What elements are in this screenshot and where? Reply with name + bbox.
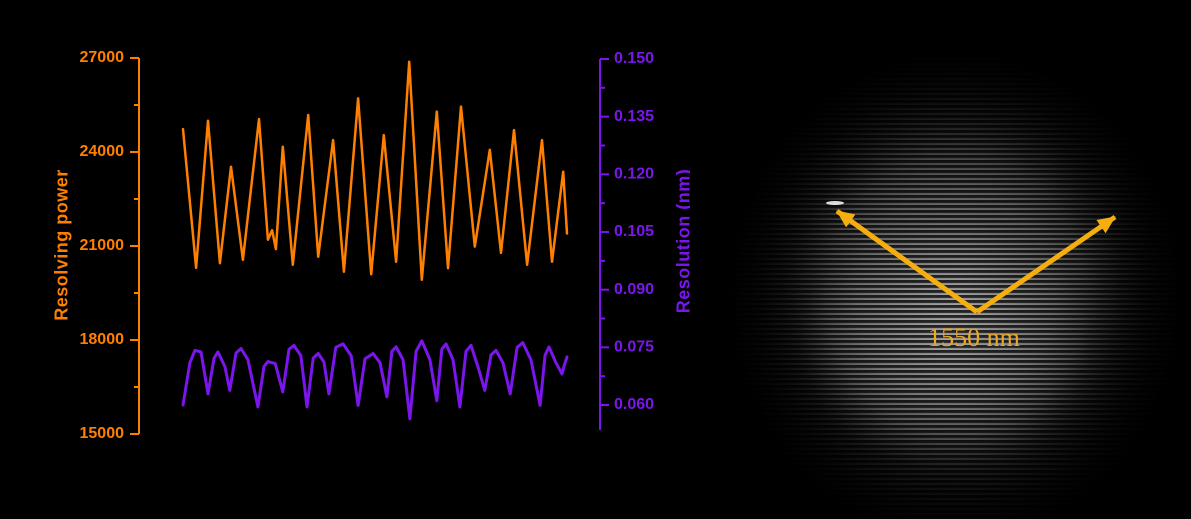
right-axis-tick-label: 0.075 (614, 339, 654, 356)
chart-panel: 27000 24000 21000 18000 15000 0.150 0.135 0.120… (51, 49, 694, 442)
left-axis-title: Resolving power (51, 169, 72, 321)
right-axis-tick-label: 0.150 (614, 50, 654, 67)
wavelength-arrows (826, 201, 1117, 315)
wavelength-label: 1550 nm (928, 323, 1020, 352)
right-axis-tick-label: 0.135 (614, 108, 654, 125)
photo-vignette (690, 0, 1191, 519)
left-axis-tick-label: 15000 (80, 425, 125, 442)
right-axis-tick-label: 0.120 (614, 166, 654, 183)
left-axis-tick-label: 18000 (80, 331, 125, 348)
right-axis-tick-label: 0.090 (614, 281, 654, 298)
fringe-photo-panel: 1550 nm (690, 0, 1191, 519)
left-axis-tick-label: 27000 (80, 49, 125, 66)
left-axis-tick-label: 21000 (80, 237, 125, 254)
bright-speck (826, 201, 844, 205)
arrow-right-beam (975, 214, 1117, 315)
right-axis-tick-label: 0.105 (614, 223, 654, 240)
left-axis-tick-label: 24000 (80, 143, 125, 160)
right-axis-tick-label: 0.060 (614, 396, 654, 413)
dual-axis-line-chart: 27000 24000 21000 18000 15000 0.150 0.135 0.120… (80, 49, 655, 442)
resolving-power-curve (181, 60, 569, 282)
arrow-left-beam (835, 208, 979, 315)
resolution-curve (181, 339, 569, 421)
